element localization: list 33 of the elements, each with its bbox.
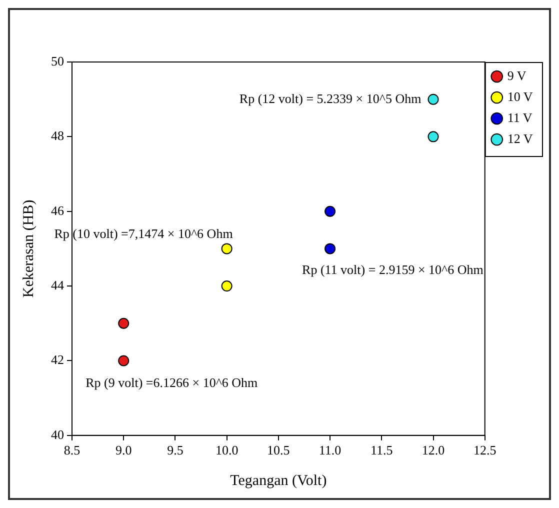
annotation: Rp (10 volt) =7,1474 × 10^6 Ohm [54,226,233,242]
point [118,318,130,329]
x-tick-label: 10.0 [215,442,238,458]
x-tick-label: 12.0 [422,442,445,458]
x-tick-label: 12.5 [473,442,496,458]
point [324,243,336,254]
y-tick-label: 44 [51,277,64,292]
legend-label: 12 V [507,130,534,146]
point [221,243,232,254]
legend-label: 9 V [507,68,527,83]
legend-label: 11 V [507,110,533,125]
x-tick-label: 11.5 [370,442,393,458]
point [118,355,130,366]
x-tick-label: 8.5 [64,442,80,458]
annotation: Rp (11 volt) = 2.9159 × 10^6 Ohm [302,262,484,278]
legend-label: 10 V [507,88,534,104]
x-axis-title: Tegangan (Volt) [230,472,327,489]
x-tick-label: 11.0 [318,442,342,458]
point [428,94,439,105]
x-tick-label: 9.0 [115,442,132,458]
point [221,280,232,292]
y-tick-label: 46 [51,202,64,218]
y-tick-label: 50 [51,53,64,68]
point [324,206,336,217]
y-tick-label: 48 [51,128,64,144]
x-tick-label: 9.5 [167,442,184,458]
y-tick-label: 42 [51,352,64,368]
annotation: Rp (12 volt) = 5.2339 × 10^5 Ohm [239,90,422,106]
y-axis-title: Kekerasan (HB) [20,200,37,298]
annotation: Rp (9 volt) =6.1266 × 10^6 Ohm [86,375,258,390]
x-tick-label: 10.5 [267,442,290,458]
y-tick-label: 40 [51,426,64,442]
point [428,131,439,142]
